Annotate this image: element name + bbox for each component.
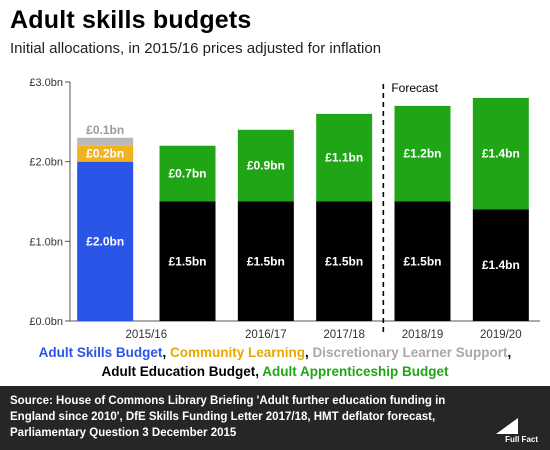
bar-5-segment-1-label: £1.4bn [482,147,520,161]
bar-1-segment-0-label: £1.5bn [168,254,206,268]
legend-line2-part-0: Adult Education Budget [101,364,256,379]
y-tick-label-1: £1.0bn [29,236,63,248]
bar-4-segment-0 [394,201,451,321]
bar-2-segment-0-label: £1.5bn [247,254,285,268]
x-tick-label-5: 2019/20 [480,329,522,341]
x-tick-label-0: 2015/16 [126,329,168,341]
bar-3-segment-0 [316,201,373,321]
bar-2-segment-1 [237,129,294,202]
x-tick-label-2: 2016/17 [245,329,287,341]
y-tick-label-2: £2.0bn [29,157,63,169]
full-fact-logo-icon [496,418,518,434]
bar-2-segment-1-label: £0.9bn [247,159,285,173]
adult-skills-bar-chart: £0.0bn £1.0bn £2.0bn £3.0bn £2.0bn £0.2bn £0.1… [29,77,540,341]
bar-0-segment-0 [77,161,134,321]
x-tick-label-3: 2017/18 [323,329,365,341]
bar-3-segment-1-label: £1.1bn [325,151,363,165]
bar-3-segment-0-label: £1.5bn [325,254,363,268]
bar-4-segment-1-label: £1.2bn [403,147,441,161]
bar-0-segment-2 [77,137,134,146]
legend-line1-part-1: , [162,345,170,360]
bar-0-segment-2-label: £0.1bn [86,123,124,137]
legend-line1-part-0: Adult Skills Budget [38,345,163,360]
forecast-label: Forecast [391,81,438,95]
bar-3-segment-1 [316,113,373,202]
bar-0-segment-1 [77,145,134,162]
source-text-block: Source: House of Commons Library Briefin… [10,393,480,441]
legend-line2-part-2: Adult Apprenticeship Budget [262,364,449,379]
source-label: Source: [10,395,53,407]
full-fact-logo-text: Full Fact [505,435,538,444]
bar-4-segment-0-label: £1.5bn [403,254,441,268]
legend-line1-part-2: Community Learning [169,345,305,360]
bar-1-segment-1-label: £0.7bn [168,167,206,181]
bar-5-segment-1 [472,97,529,210]
bar-4-segment-1 [394,105,451,202]
chart-subtitle: Initial allocations, in 2015/16 prices a… [10,40,382,57]
bar-0-segment-0-label: £2.0bn [86,234,124,248]
legend-line2-part-1: , [255,364,263,379]
bar-5-segment-0 [472,209,529,321]
bar-1-segment-1 [159,145,216,202]
y-tick-label-3: £3.0bn [29,77,63,89]
legend-line-1: Adult Skills Budget, Community Learning,… [0,345,550,360]
bar-1-segment-0 [159,201,216,321]
y-tick-label-0: £0.0bn [29,316,63,328]
legend-line1-part-3: , [304,345,313,360]
bar-2-segment-0 [237,201,294,321]
legend-line-2: Adult Education Budget, Adult Apprentice… [0,364,550,379]
x-tick-label-4: 2018/19 [402,329,444,341]
chart-title: Adult skills budgets [10,6,252,34]
source-text: House of Commons Library Briefing 'Adult… [10,395,446,439]
bar-5-segment-0-label: £1.4bn [482,258,520,272]
source-footer: Source: House of Commons Library Briefin… [0,386,550,450]
legend-line1-part-5: , [507,345,512,360]
legend-line1-part-4: Discretionary Learner Support [312,345,508,360]
bar-0-segment-1-label: £0.2bn [86,147,124,161]
